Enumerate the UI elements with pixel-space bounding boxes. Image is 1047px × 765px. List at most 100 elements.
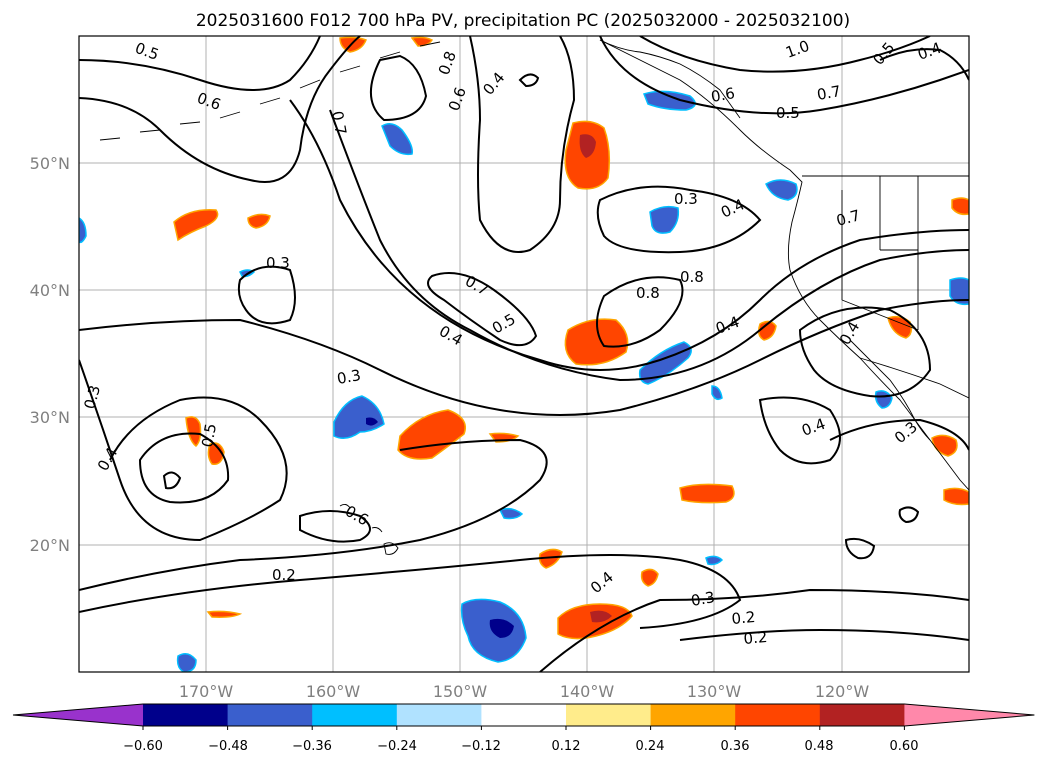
precip-blob-negative <box>381 123 414 156</box>
colorbar-tick-label: −0.48 <box>208 739 248 754</box>
colorbar-segment <box>481 704 567 726</box>
precip-blob-positive <box>538 548 563 569</box>
precip-blob-negative <box>642 90 696 111</box>
contour-line <box>299 510 371 543</box>
baja-coast <box>849 339 931 441</box>
colorbar: −0.60 −0.48 −0.36 −0.24 −0.12 0.12 0.24 … <box>12 703 1035 754</box>
colorbar-segment <box>396 704 482 726</box>
contour-label: 0.3 <box>266 254 290 272</box>
contour-label: 0.8 <box>636 284 660 302</box>
contour-line <box>596 185 762 254</box>
precip-blob-positive <box>951 197 969 216</box>
contour-line <box>679 628 969 641</box>
contour-label: 0.7 <box>834 206 862 230</box>
precip-blob-core <box>489 618 514 638</box>
figure-title: 2025031600 F012 700 hPa PV, precipitatio… <box>196 11 850 31</box>
contour-line <box>539 588 969 672</box>
north-america-coast <box>599 39 969 491</box>
contour-line <box>79 438 548 591</box>
precip-blob-positive <box>247 213 271 229</box>
colorbar-segment <box>566 704 652 726</box>
contour-line <box>798 306 932 398</box>
contour-line <box>844 537 876 560</box>
contour-line <box>469 36 576 253</box>
precip-blob-positive <box>206 610 243 618</box>
colorbar-segment <box>735 704 821 726</box>
colorbar-tick-label: −0.24 <box>377 739 417 754</box>
contour-label: 0.5 <box>776 104 800 122</box>
contour-line <box>599 36 969 115</box>
map-panel: 0.5 0.6 0.7 0.8 0.4 0.6 1.0 0.5 0.4 0.6 … <box>30 35 970 701</box>
contour-line <box>879 48 969 81</box>
contour-line <box>138 432 230 504</box>
contour-label: 0.3 <box>80 383 104 411</box>
latitude-labels: 50°N 40°N 30°N 20°N <box>30 154 70 555</box>
precip-blob-positive <box>679 483 735 504</box>
map-frame <box>78 35 970 673</box>
contour-line <box>79 359 288 542</box>
lat-label: 20°N <box>30 536 70 555</box>
colorbar-tick-label: −0.12 <box>461 739 501 754</box>
precip-blob-negative <box>705 555 724 566</box>
lat-label: 50°N <box>30 154 70 173</box>
contour-label: 0.7 <box>328 110 350 137</box>
contour-line <box>162 471 182 490</box>
precip-blob-negative <box>176 653 197 672</box>
precip-blob-positive <box>173 209 219 242</box>
precip-blob-positive <box>640 568 659 587</box>
contour-label: 0.2 <box>743 628 768 648</box>
lon-label: 150°W <box>433 682 488 701</box>
contour-line <box>289 99 969 371</box>
precip-blob-negative <box>498 507 524 520</box>
lon-label: 120°W <box>815 682 870 701</box>
precip-blob-core <box>366 417 378 426</box>
longitude-labels: 170°W 160°W 150°W 140°W 130°W 120°W <box>179 682 870 701</box>
colorbar-extend-max <box>904 704 1035 726</box>
contour-line <box>329 109 969 382</box>
colorbar-tick-label: 0.60 <box>890 739 919 754</box>
colorbar-tick-label: −0.60 <box>123 739 163 754</box>
map-background <box>79 36 969 672</box>
contour-line <box>369 54 428 122</box>
precip-blob-positive <box>943 487 969 506</box>
contour-label: 0.2 <box>731 608 756 628</box>
pv-contours <box>79 36 969 672</box>
contour-line <box>758 396 841 465</box>
alaska-coast <box>599 39 741 119</box>
lat-label: 30°N <box>30 408 70 427</box>
aleutian-islands <box>99 41 441 141</box>
contour-line <box>639 36 931 73</box>
colorbar-tick-label: 0.48 <box>805 739 834 754</box>
precip-blob-positive <box>207 442 225 465</box>
colorbar-tick-label: 0.36 <box>721 739 750 754</box>
contour-line <box>829 418 969 451</box>
hawaii-islands <box>339 503 399 555</box>
precip-blob-positive <box>185 416 202 447</box>
contour-line <box>79 36 361 183</box>
lon-label: 170°W <box>179 682 234 701</box>
precip-blob-negative <box>765 179 798 201</box>
precip-blob-negative <box>711 385 723 401</box>
colorbar-segments <box>12 703 1035 730</box>
precip-blob-negative <box>333 395 385 439</box>
colorbar-segment <box>312 704 398 726</box>
contour-line <box>79 36 321 91</box>
precip-blob-positive <box>887 315 913 339</box>
lon-label: 140°W <box>560 682 615 701</box>
colorbar-segment <box>227 704 313 726</box>
lon-label: 160°W <box>306 682 361 701</box>
colorbar-extend-min <box>13 704 143 726</box>
precip-blob-negative <box>649 205 680 234</box>
contour-label: 0.3 <box>674 190 698 208</box>
contour-line <box>79 554 742 629</box>
contour-line <box>427 272 538 347</box>
colorbar-segment <box>819 704 905 726</box>
contour-line <box>898 506 920 524</box>
contour-line <box>518 73 540 88</box>
precip-blob-negative <box>79 217 87 244</box>
precip-blob-positive <box>564 318 629 366</box>
mexico-border <box>859 357 969 399</box>
colorbar-ticks: −0.60 −0.48 −0.36 −0.24 −0.12 0.12 0.24 … <box>123 739 918 754</box>
lat-label: 40°N <box>30 281 70 300</box>
